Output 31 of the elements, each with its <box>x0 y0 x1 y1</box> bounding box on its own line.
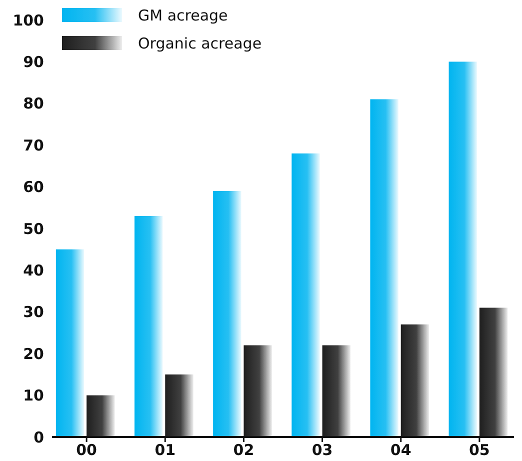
y-tick-label: 0 <box>34 428 44 446</box>
bar <box>479 308 508 437</box>
y-tick-label: 20 <box>23 344 44 363</box>
x-tick-label: 00 <box>76 441 98 459</box>
y-tick-label: 30 <box>23 303 44 322</box>
bar <box>370 99 398 437</box>
y-tick-label: 60 <box>23 178 44 196</box>
legend-label: Organic acreage <box>138 34 262 52</box>
bar <box>213 190 242 437</box>
bar <box>56 249 84 437</box>
x-tick-label: 02 <box>233 441 254 459</box>
bar <box>165 374 194 437</box>
y-tick-label: 70 <box>23 136 44 154</box>
x-tick-label: 04 <box>390 441 412 459</box>
bar <box>134 216 163 437</box>
y-tick-label: 100 <box>12 11 44 30</box>
x-tick-label: 01 <box>154 441 176 459</box>
x-tick-label: 05 <box>468 441 490 459</box>
bar <box>400 324 430 437</box>
bar <box>86 395 115 437</box>
bar <box>448 62 477 437</box>
x-tick-label: 03 <box>312 441 333 459</box>
y-tick-label: 90 <box>23 52 44 71</box>
bar <box>292 153 320 437</box>
y-tick-label: 40 <box>23 261 44 280</box>
y-tick-label: 80 <box>23 94 44 113</box>
y-tick-label: 50 <box>23 220 44 238</box>
legend-label: GM acreage <box>138 6 228 24</box>
y-tick-label: 10 <box>23 386 44 405</box>
bar <box>244 345 272 437</box>
bar <box>322 345 350 437</box>
